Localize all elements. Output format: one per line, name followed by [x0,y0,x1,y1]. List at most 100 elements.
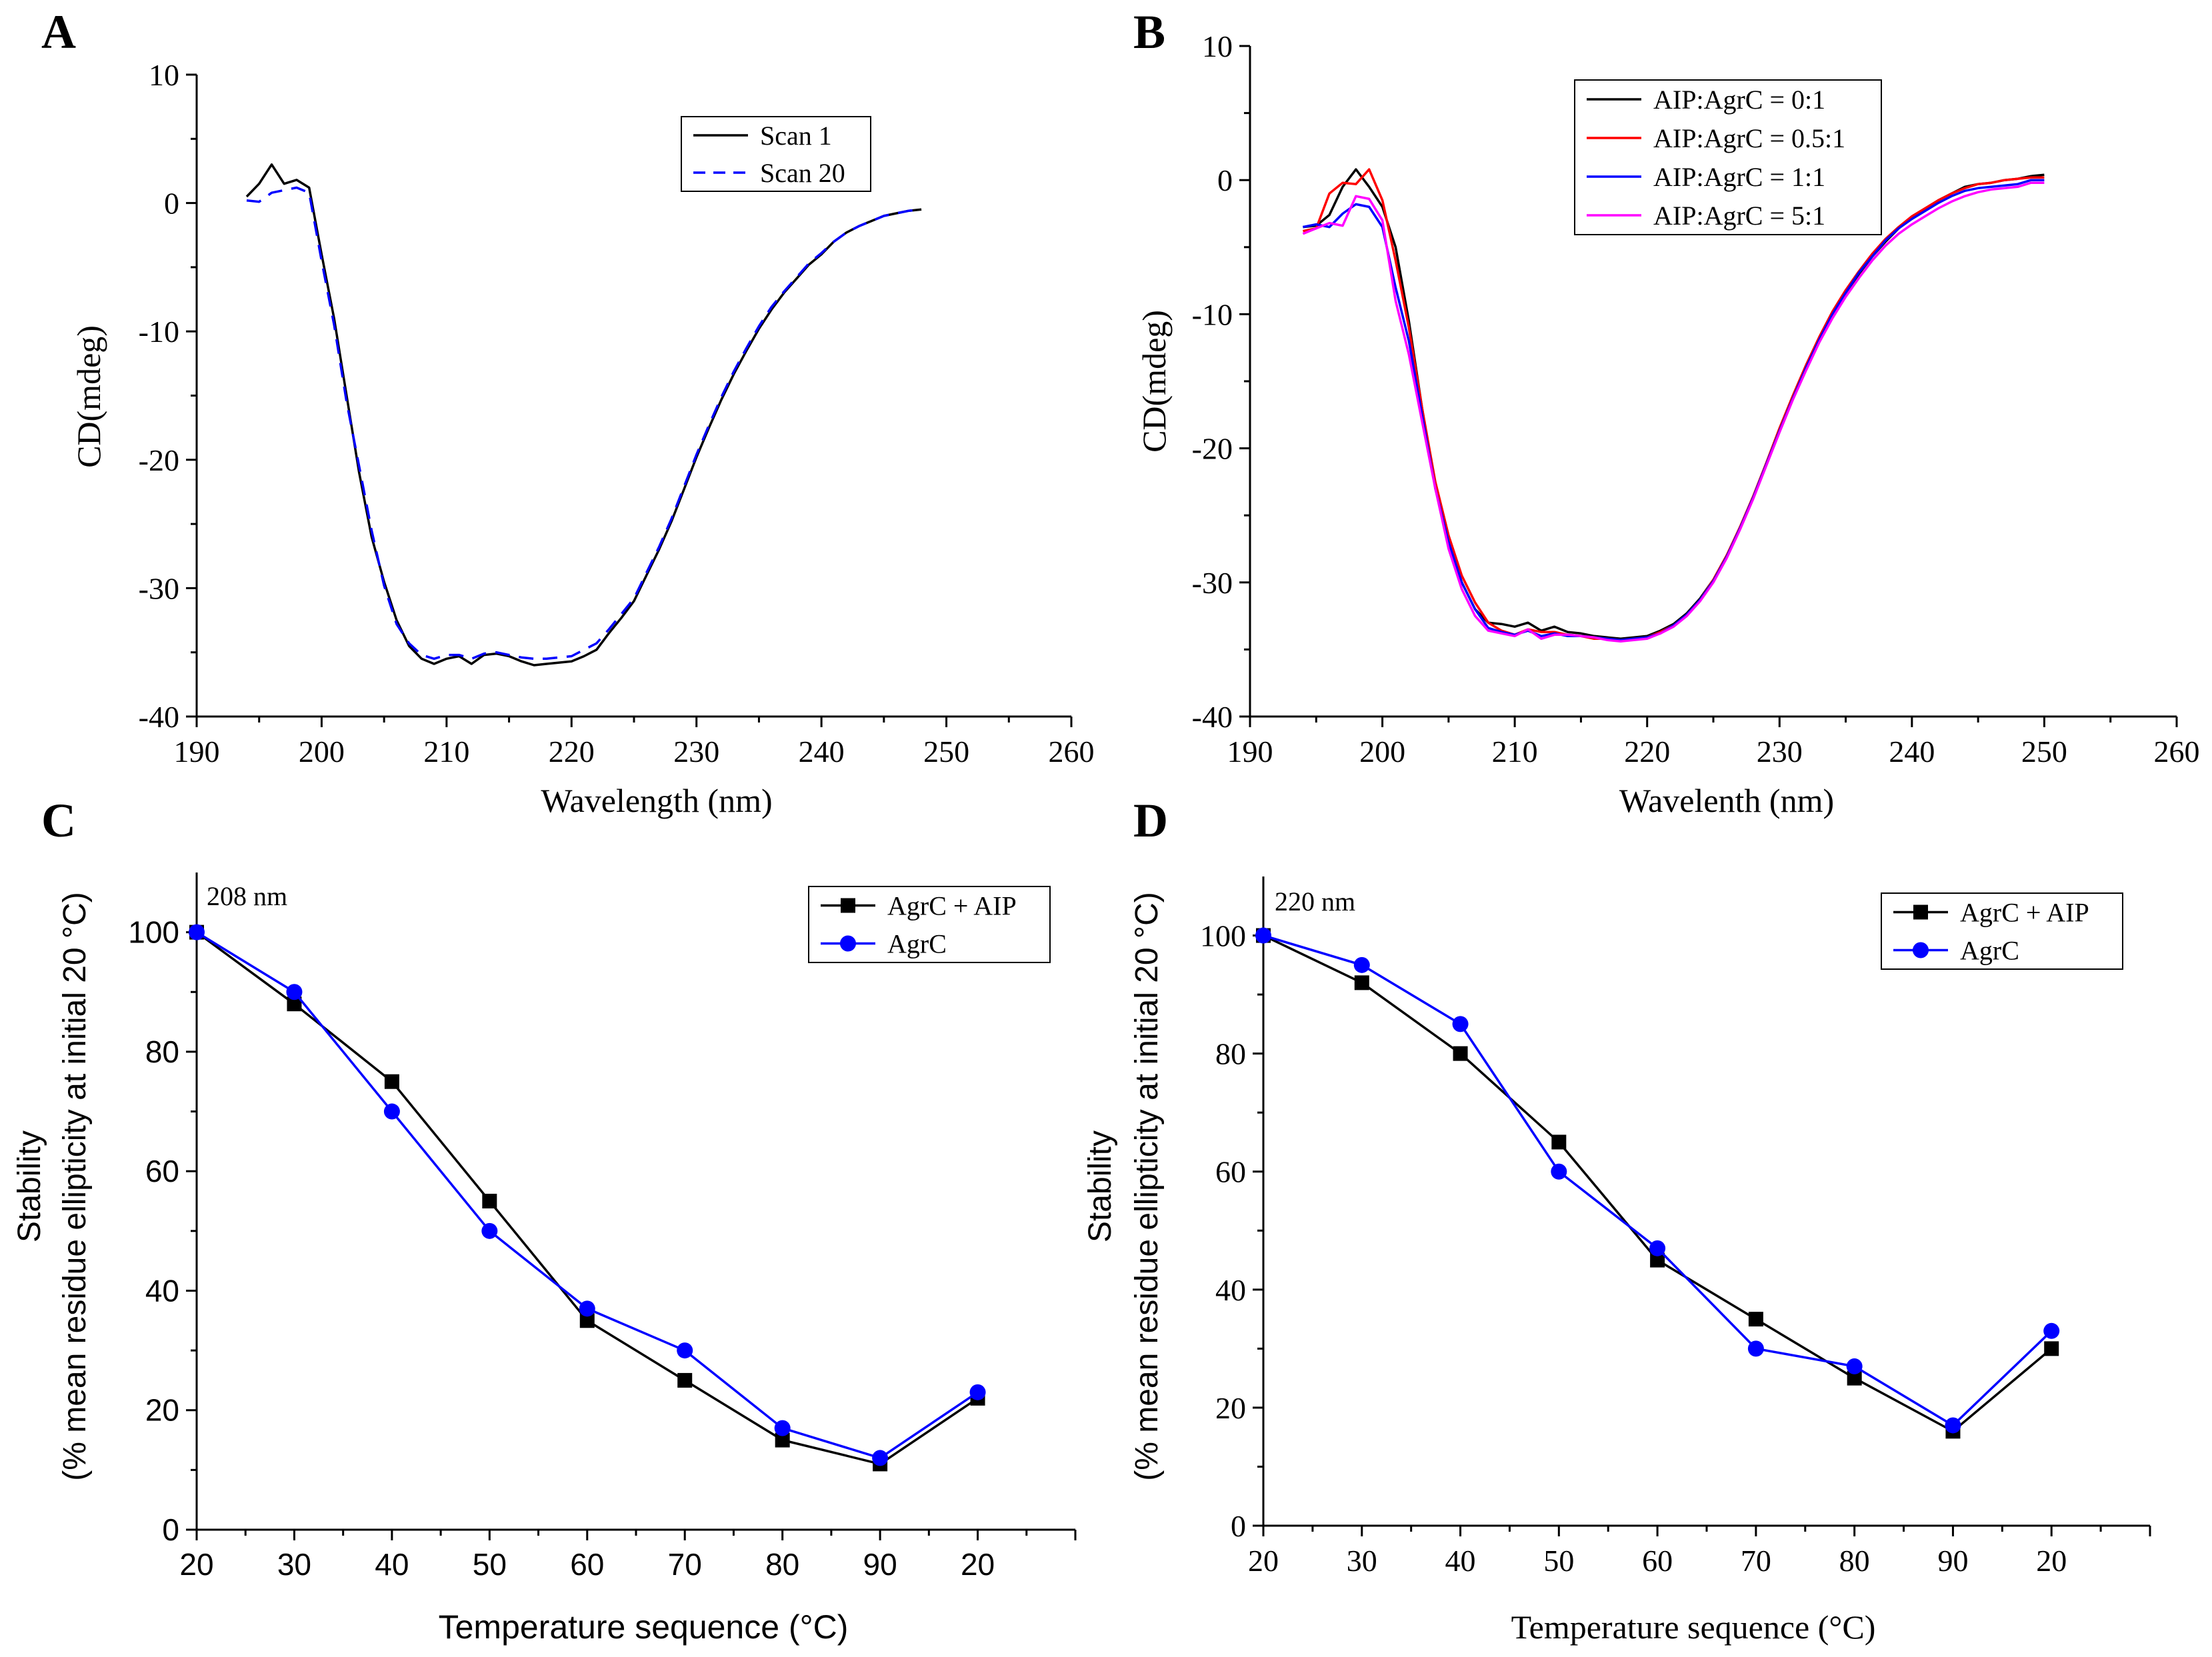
y-tick-label: 20 [145,1393,179,1428]
series-line [196,931,979,1460]
x-tick-label: 20 [179,1547,213,1582]
y-tick-label: 0 [1217,163,1233,197]
legend: Scan 1 Scan 20 [681,116,871,192]
legend-entry: AIP:AgrC = 5:1 [1653,201,1825,231]
x-tick-label: 30 [277,1547,311,1582]
series-1 [189,924,986,1466]
data-point-square [1748,1312,1763,1327]
data-point-square [1453,1046,1468,1061]
y-tick-label: -40 [1192,700,1233,734]
x-tick-label: 210 [1492,735,1538,769]
y-tick-label: 0 [164,187,179,221]
x-tick-label: 60 [1642,1544,1673,1578]
x-tick-label: 210 [423,735,469,769]
data-point-square [2044,1341,2059,1356]
legend-marker-circle [840,935,856,952]
y-axis-label: CD(mdeg) [1135,310,1173,453]
y-tick-label: 60 [1215,1155,1246,1189]
data-point-circle [1452,1016,1469,1032]
data-point-square [287,996,302,1012]
x-tick-label: 90 [863,1547,897,1582]
x-tick-label: 250 [2021,735,2067,769]
x-axis-label: Temperature sequence (°C) [439,1608,849,1646]
series-line [1263,934,2053,1433]
y-tick-label: 20 [1215,1391,1246,1425]
x-tick-label: 80 [765,1547,799,1582]
legend-marker-circle [1913,942,1929,958]
data-point-circle [1255,927,1271,944]
legend-marker-square [1913,904,1928,920]
series-line [1303,168,2045,642]
x-tick-label: 50 [473,1547,507,1582]
y-tick-label: -40 [139,700,179,734]
y-tick-label: 0 [1231,1509,1246,1543]
x-tick-label: 90 [1937,1544,1968,1578]
y-tick-label: 40 [1215,1273,1246,1307]
y-tick-label: 0 [162,1512,179,1547]
x-tick-label: 220 [1624,735,1670,769]
y-axis-label: Stability [1083,1130,1118,1242]
data-point-circle [1747,1340,1764,1357]
wavelength-annotation: 208 nm [207,881,287,911]
y-tick-label: -30 [1192,566,1233,600]
panel-letter: A [41,5,76,59]
x-tick-label: 200 [1359,735,1405,769]
legend-entry: AgrC [887,929,947,959]
series-0 [1256,928,2059,1439]
data-point-circle [1353,956,1370,973]
legend-marker-square [841,898,855,913]
series-line [245,163,922,667]
x-tick-label: 260 [2154,735,2200,769]
x-tick-label: 60 [570,1547,604,1582]
data-point-circle [1945,1417,1961,1434]
x-tick-label: 200 [299,735,345,769]
data-point-square [1551,1134,1567,1150]
data-point-circle [1649,1240,1666,1256]
y-tick-label: 10 [1202,29,1233,63]
x-axis-label: Temperature sequence (°C) [1511,1608,1876,1646]
x-tick-label: 250 [923,735,969,769]
y-tick-label: 100 [128,915,179,950]
series-0 [1303,168,2045,641]
x-tick-label: 40 [1445,1544,1476,1578]
x-axis-label: Wavelenth (nm) [1619,782,1834,819]
data-point-circle [1551,1163,1567,1180]
series-line [246,186,922,661]
data-point-square [579,1313,595,1328]
x-tick-label: 190 [174,735,220,769]
panel-letter: D [1133,794,1168,847]
data-point-circle [1846,1358,1863,1374]
series-3 [1302,181,2045,643]
y-axis-label: Stability [12,1130,47,1242]
x-tick-label: 20 [961,1547,995,1582]
legend: AgrC + AIP AgrC [808,886,1051,963]
series-0 [245,163,922,667]
data-point-circle [286,984,303,1000]
series-2 [1303,179,2045,642]
y-tick-label: -30 [139,571,179,605]
legend-entry: AgrC [1960,936,2019,966]
x-tick-label: 70 [1741,1544,1771,1578]
y-axis-label: (% mean residue ellipticity at initial 2… [57,892,93,1481]
legend-entry: AIP:AgrC = 0.5:1 [1653,123,1845,153]
x-tick-label: 30 [1347,1544,1377,1578]
x-tick-label: 70 [668,1547,702,1582]
series-1 [246,186,922,661]
data-point-square [775,1432,790,1448]
legend: AIP:AgrC = 0:1 AIP:AgrC = 0.5:1 AIP:AgrC =… [1574,79,1882,235]
y-tick-label: 10 [149,58,179,92]
panel-a: A -40 -30 -20 -10 0 10 190 200 210 220 230 240 250 260… [41,5,1095,819]
data-point-circle [383,1103,400,1120]
data-point-circle [872,1450,889,1466]
legend-entry: AgrC + AIP [1960,898,2089,928]
data-point-circle [774,1420,791,1436]
series-line [1303,168,2045,641]
x-tick-label: 260 [1049,735,1095,769]
series-line [1303,179,2045,642]
y-tick-label: -10 [1192,297,1233,331]
panel-letter: B [1133,5,1165,59]
panel-letter: C [41,794,76,847]
series-0 [189,924,985,1472]
data-point-circle [969,1384,986,1400]
